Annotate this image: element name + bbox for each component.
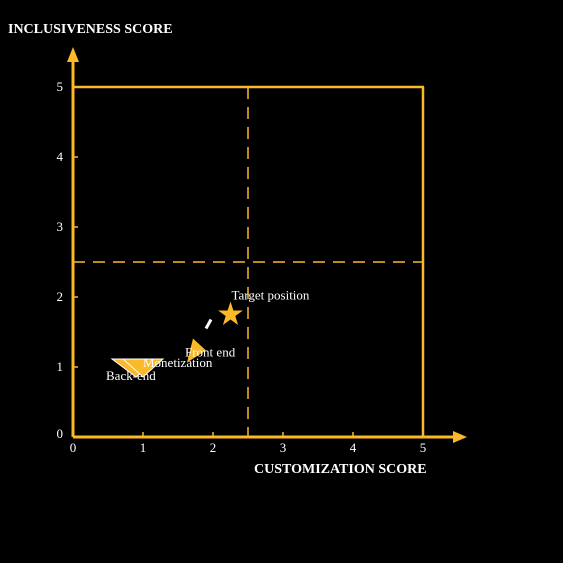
y-axis-label: INCLUSIVENESS SCORE — [8, 22, 173, 37]
point-label: Target position — [232, 288, 310, 303]
star-marker — [218, 301, 243, 325]
x-tick-label: 2 — [210, 440, 217, 455]
point-label: Monetization — [143, 355, 213, 370]
y-tick-label: 3 — [57, 219, 64, 234]
x-tick-label: 5 — [420, 440, 427, 455]
point-label: Front end — [185, 345, 236, 360]
y-tick-label: 4 — [57, 149, 64, 164]
y-tick-label: 0 — [57, 426, 64, 441]
y-axis-arrow-icon — [67, 47, 79, 62]
y-tick-label: 1 — [57, 359, 64, 374]
y-tick-label: 2 — [57, 289, 64, 304]
x-axis-arrow-icon — [453, 431, 467, 443]
arrow-shaft — [204, 318, 213, 330]
x-axis-label: CUSTOMIZATION SCORE — [254, 462, 427, 477]
arrow-marker — [187, 338, 206, 363]
x-tick-label: 1 — [140, 440, 147, 455]
x-tick-label: 0 — [70, 440, 77, 455]
x-tick-label: 4 — [350, 440, 357, 455]
y-tick-label: 5 — [57, 79, 64, 94]
x-tick-label: 3 — [280, 440, 287, 455]
triangle-marker — [121, 358, 165, 378]
